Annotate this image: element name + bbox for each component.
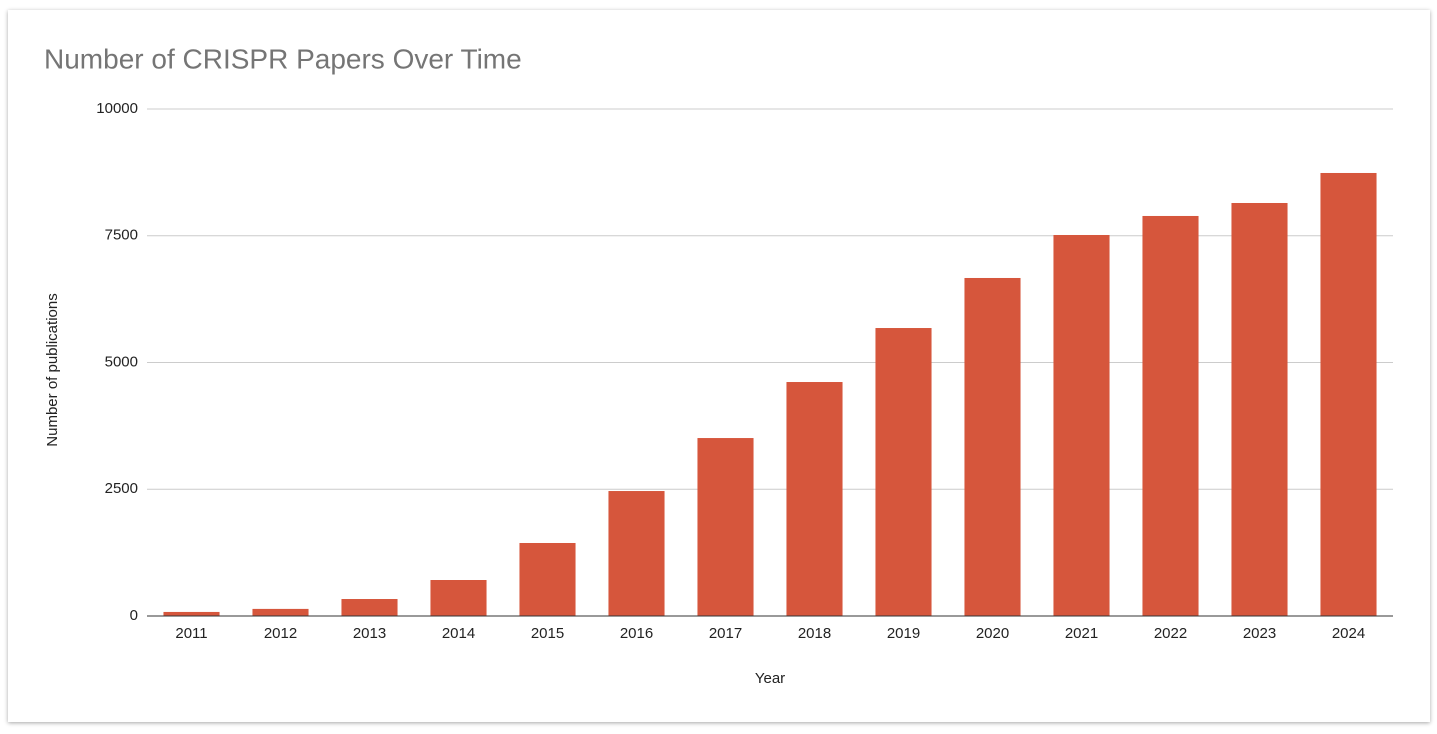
x-tick-label: 2020 bbox=[976, 625, 1009, 642]
chart-title: Number of CRISPR Papers Over Time bbox=[44, 43, 522, 74]
x-tick-label: 2021 bbox=[1065, 625, 1098, 642]
x-tick-label: 2016 bbox=[620, 625, 653, 642]
bar bbox=[1320, 172, 1377, 616]
bar bbox=[519, 542, 576, 616]
bar bbox=[697, 438, 754, 616]
bar bbox=[608, 491, 665, 616]
bar bbox=[786, 382, 843, 616]
bar bbox=[875, 328, 932, 616]
x-tick-label: 2015 bbox=[531, 625, 564, 642]
bar bbox=[163, 611, 220, 616]
x-tick-label: 2017 bbox=[709, 625, 742, 642]
x-tick-label: 2023 bbox=[1243, 625, 1276, 642]
y-tick-label: 2500 bbox=[105, 480, 138, 497]
x-tick-label: 2011 bbox=[175, 625, 207, 642]
x-tick-label: 2024 bbox=[1332, 625, 1365, 642]
y-tick-label: 7500 bbox=[105, 227, 138, 244]
x-tick-label: 2022 bbox=[1154, 625, 1187, 642]
x-axis-label: Year bbox=[755, 670, 785, 687]
x-tick-label: 2018 bbox=[798, 625, 831, 642]
y-tick-label: 0 bbox=[130, 607, 138, 624]
x-tick-label: 2014 bbox=[442, 625, 475, 642]
x-tick-label: 2013 bbox=[353, 625, 386, 642]
x-tick-label: 2012 bbox=[264, 625, 297, 642]
bar bbox=[964, 277, 1021, 616]
y-axis-label: Number of publications bbox=[44, 293, 61, 446]
x-tick-label: 2019 bbox=[887, 625, 920, 642]
bar bbox=[1231, 202, 1288, 616]
bar bbox=[341, 599, 398, 616]
bar bbox=[1053, 234, 1110, 616]
bar bbox=[1142, 215, 1199, 617]
y-tick-label: 10000 bbox=[96, 100, 138, 117]
y-tick-label: 5000 bbox=[105, 353, 138, 370]
bar bbox=[252, 608, 309, 616]
bar bbox=[430, 580, 487, 616]
